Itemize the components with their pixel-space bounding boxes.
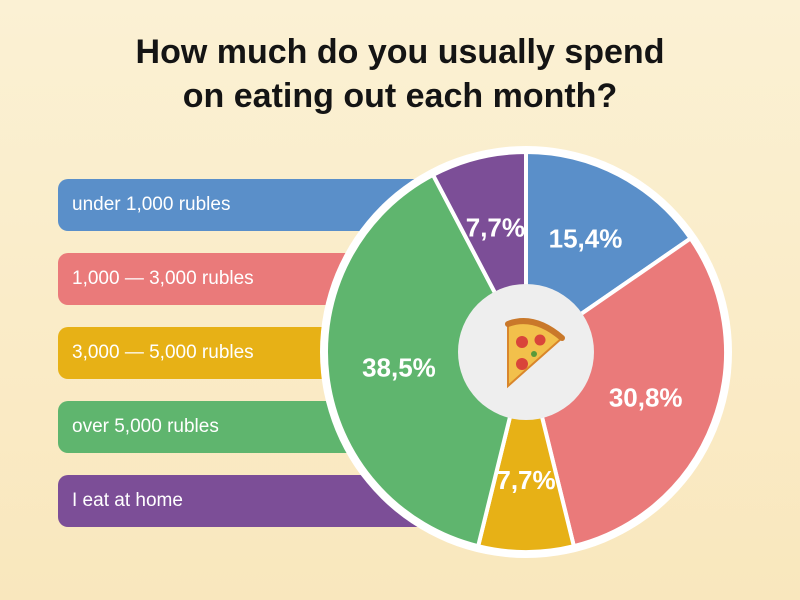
pie-label-0: 15,4% (549, 224, 623, 254)
pie-labels: 15,4% 30,8% 7,7% 38,5% 7,7% (362, 213, 682, 495)
chart-title-line-1: How much do you usually spend (135, 33, 665, 71)
pie-label-3: 38,5% (362, 352, 436, 382)
chart-title: How much do you usually spend on eating … (0, 30, 800, 118)
legend-label: 1,000 — 3,000 rubles (72, 268, 254, 289)
pie-label-4: 7,7% (466, 213, 525, 243)
legend-label: under 1,000 rubles (72, 194, 231, 215)
legend-label: I eat at home (72, 490, 183, 511)
pie-slice-3 (324, 172, 529, 549)
legend-label: 3,000 — 5,000 rubles (72, 342, 254, 363)
pie-label-1: 30,8% (609, 382, 683, 412)
pizza-icon (505, 318, 565, 389)
pie-slice-1 (523, 235, 728, 549)
chart-title-line-2: on eating out each month? (182, 77, 618, 115)
legend-label: over 5,000 rubles (72, 416, 219, 437)
pie-label-2: 7,7% (496, 465, 555, 495)
